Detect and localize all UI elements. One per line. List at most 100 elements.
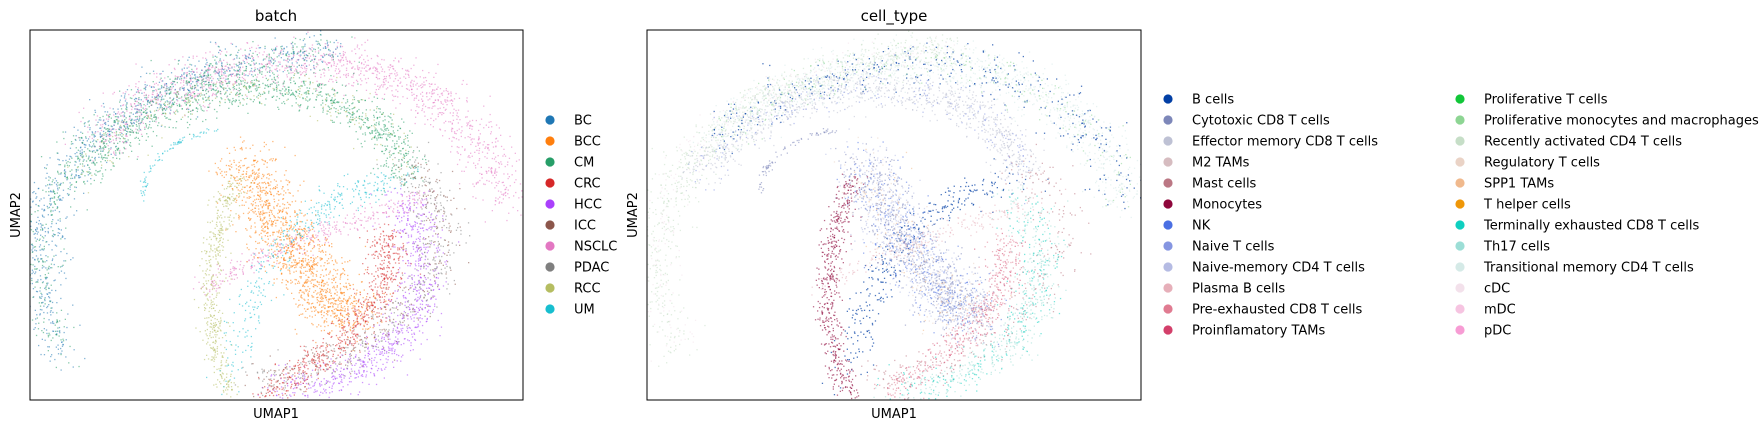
batch-point-nsclc	[250, 266, 252, 268]
batch-point-cm	[164, 95, 166, 97]
batch-point-cm	[119, 101, 121, 103]
batch-point-bcc	[307, 263, 309, 265]
batch-point-nsclc	[423, 77, 425, 79]
batch-point-cm	[105, 134, 107, 136]
batch-point-bc	[110, 153, 112, 155]
batch-point-nsclc	[329, 224, 331, 226]
batch-point-cm	[303, 80, 305, 82]
batch-point-bcc	[265, 143, 267, 146]
batch-point-nsclc	[239, 67, 241, 69]
batch-point-bc	[309, 36, 311, 38]
batch-point-nsclc	[490, 121, 492, 123]
batch-point-bcc	[264, 226, 266, 228]
batch-point-bcc	[255, 213, 257, 215]
batch-point-nsclc	[276, 67, 278, 70]
batch-point-bcc	[275, 254, 277, 256]
batch-point-bcc	[320, 265, 322, 267]
batch-point-cm	[213, 108, 216, 111]
batch-point-bcc	[308, 265, 311, 267]
batch-point-cm	[405, 152, 407, 154]
batch-point-bc	[48, 319, 50, 321]
batch-point-nsclc	[223, 59, 225, 61]
batch-point-nsclc	[390, 206, 392, 208]
batch-point-cm	[155, 119, 157, 121]
batch-point-cm	[101, 178, 103, 180]
batch-point-cm	[349, 113, 351, 115]
batch-point-cm	[359, 118, 361, 120]
batch-point-bcc	[290, 252, 292, 254]
batch-point-cm	[57, 182, 59, 184]
batch-point-nsclc	[280, 252, 282, 254]
batch-point-nsclc	[78, 111, 80, 114]
batch-point-cm	[163, 86, 165, 89]
batch-point-cm	[98, 148, 101, 150]
batch-point-nsclc	[408, 76, 410, 78]
batch-point-nsclc	[505, 186, 508, 189]
batch-point-cm	[240, 62, 243, 64]
batch-point-bcc	[309, 267, 312, 270]
batch-point-cm	[28, 347, 29, 348]
batch-point-bc	[81, 149, 83, 151]
batch-point-nsclc	[413, 99, 415, 101]
batch-point-bcc	[266, 166, 268, 168]
batch-point-bcc	[347, 321, 349, 323]
batch-point-cm	[290, 77, 293, 79]
batch-point-bc	[33, 233, 35, 235]
batch-point-cm	[381, 129, 383, 131]
batch-point-bc	[46, 172, 48, 174]
batch-point-bc	[45, 255, 47, 257]
batch-point-nsclc	[284, 67, 286, 69]
batch-point-nsclc	[506, 219, 508, 222]
batch-point-bcc	[261, 207, 263, 209]
batch-point-cm	[403, 141, 405, 143]
batch-point-cm	[205, 99, 207, 102]
batch-point-cm	[201, 109, 203, 112]
batch-point-nsclc	[341, 45, 344, 48]
batch-point-bc	[49, 292, 51, 294]
batch-point-nsclc	[215, 274, 217, 276]
batch-point-nsclc	[315, 66, 318, 68]
batch-point-cm	[141, 119, 143, 122]
batch-point-cm	[338, 101, 340, 103]
batch-point-nsclc	[142, 100, 144, 103]
batch-point-nsclc	[188, 93, 190, 96]
batch-point-bc	[57, 353, 60, 355]
batch-point-nsclc	[229, 268, 232, 271]
batch-point-cm	[393, 135, 396, 137]
batch-point-nsclc	[432, 89, 434, 91]
batch-point-nsclc	[271, 65, 273, 67]
batch-point-bcc	[313, 259, 315, 262]
batch-point-bcc	[335, 315, 337, 317]
batch-point-nsclc	[480, 118, 483, 120]
batch-point-bc	[34, 258, 36, 261]
batch-point-cm	[286, 65, 288, 67]
batch-point-bc	[105, 135, 107, 138]
points-batch	[28, 30, 523, 400]
batch-point-cm	[268, 90, 270, 92]
batch-point-nsclc	[387, 81, 389, 83]
batch-point-nsclc	[473, 185, 475, 188]
batch-point-bc	[231, 43, 234, 45]
batch-point-cm	[31, 213, 33, 215]
batch-point-cm	[348, 112, 350, 114]
batch-point-nsclc	[100, 129, 103, 132]
batch-point-cm	[108, 116, 110, 118]
batch-point-bcc	[243, 196, 245, 198]
batch-point-nsclc	[383, 59, 385, 61]
batch-point-nsclc	[99, 141, 101, 143]
batch-point-nsclc	[278, 250, 281, 253]
batch-point-bcc	[314, 314, 316, 316]
batch-point-nsclc	[150, 100, 153, 103]
batch-point-cm	[89, 150, 91, 152]
batch-point-bcc	[312, 225, 314, 228]
batch-point-nsclc	[201, 78, 203, 80]
batch-point-nsclc	[254, 50, 257, 53]
batch-point-cm	[406, 137, 409, 139]
batch-point-nsclc	[424, 123, 426, 125]
batch-point-nsclc	[340, 59, 342, 61]
batch-point-cm	[82, 156, 84, 159]
batch-point-cm	[134, 100, 136, 102]
batch-point-cm	[207, 76, 209, 78]
batch-point-nsclc	[446, 96, 449, 99]
batch-point-cm	[373, 114, 375, 117]
